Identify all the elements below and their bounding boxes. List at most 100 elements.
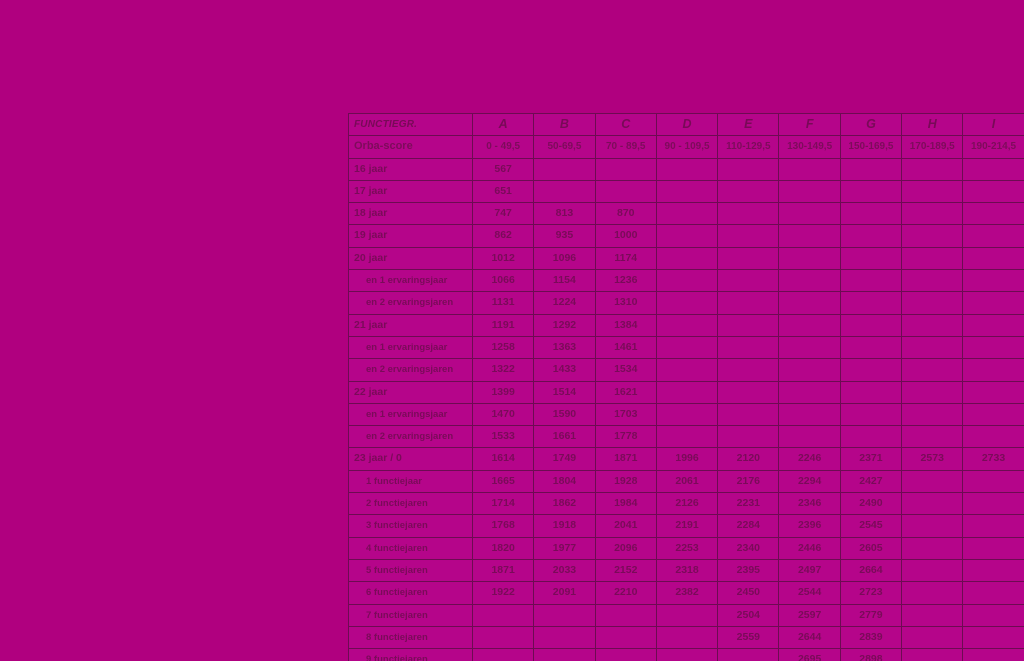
cell-wage: 1363 [533, 335, 596, 360]
cell-empty [655, 157, 719, 181]
cell-empty [839, 157, 903, 181]
orba-score-e: 110-129,5 [717, 135, 780, 159]
cell-wage: 2371 [839, 447, 903, 471]
cell-wage: 2779 [839, 603, 903, 627]
row-label: 3 functiejaren [348, 514, 473, 538]
cell-empty [778, 402, 841, 427]
cell-empty [778, 291, 841, 315]
cell-wage: 2605 [839, 536, 903, 560]
row-label: 9 functiejaren [348, 648, 473, 661]
cell-wage: 1714 [471, 492, 535, 516]
cell-empty [901, 157, 964, 181]
cell-empty [778, 335, 841, 360]
header-grade-b: B [533, 112, 596, 137]
cell-empty [962, 536, 1024, 560]
header-grade-a: A [471, 112, 535, 137]
cell-empty [901, 536, 964, 560]
row-label: en 2 ervaringsjaren [348, 291, 473, 315]
orba-score-g: 150-169,5 [839, 135, 903, 159]
cell-wage: 1384 [594, 313, 657, 337]
cell-empty [962, 380, 1024, 404]
cell-wage: 2231 [717, 492, 780, 516]
cell-empty [717, 202, 780, 226]
cell-empty [839, 224, 903, 248]
cell-empty [839, 335, 903, 360]
table-row: 3 functiejaren 1768 1918 2041 2191 2284 2396 25… [348, 514, 1024, 538]
cell-wage: 747 [471, 202, 535, 226]
row-label: en 2 ervaringsjaren [348, 358, 473, 382]
cell-wage: 2898 [839, 648, 903, 661]
cell-empty [839, 380, 903, 404]
cell-wage: 2033 [533, 558, 596, 583]
table-row: 4 functiejaren 1820 1977 2096 2253 2340 2446 26… [348, 536, 1024, 560]
cell-empty [778, 380, 841, 404]
row-label: en 1 ervaringsjaar [348, 335, 473, 360]
cell-empty [533, 648, 596, 661]
table-row: en 2 ervaringsjaren 1322 1433 1534 [348, 358, 1024, 382]
table-row: 8 functiejaren 2559 2644 2839 [348, 625, 1024, 650]
cell-empty [533, 157, 596, 181]
cell-wage: 2733 [962, 447, 1024, 471]
cell-wage: 1703 [594, 402, 657, 427]
cell-empty [778, 269, 841, 293]
cell-wage: 1665 [471, 469, 535, 494]
cell-empty [901, 425, 964, 449]
cell-wage: 1621 [594, 380, 657, 404]
table-body: 16 jaar 567 17 jaar 651 18 jaar 747 813 870 19 j… [348, 157, 1024, 661]
cell-empty [962, 581, 1024, 605]
cell-empty [717, 313, 780, 337]
orba-score-a: 0 - 49,5 [471, 135, 535, 159]
cell-empty [962, 157, 1024, 181]
cell-empty [962, 402, 1024, 427]
row-label: 19 jaar [348, 224, 473, 248]
cell-wage: 2210 [594, 581, 657, 605]
cell-wage: 2446 [778, 536, 841, 560]
cell-empty [962, 179, 1024, 204]
cell-empty [962, 603, 1024, 627]
cell-empty [901, 202, 964, 226]
row-label: 22 jaar [348, 380, 473, 404]
row-label: 21 jaar [348, 313, 473, 337]
cell-empty [655, 224, 719, 248]
cell-wage: 2395 [717, 558, 780, 583]
cell-wage: 1871 [594, 447, 657, 471]
header-grade-e: E [717, 112, 780, 137]
table-row: 20 jaar 1012 1096 1174 [348, 246, 1024, 271]
row-label: 23 jaar / 0 [348, 447, 473, 471]
cell-empty [901, 402, 964, 427]
cell-wage: 1514 [533, 380, 596, 404]
cell-empty [717, 380, 780, 404]
cell-wage: 2664 [839, 558, 903, 583]
cell-wage: 2597 [778, 603, 841, 627]
header-grade-g: G [839, 112, 903, 137]
table-row: 17 jaar 651 [348, 179, 1024, 204]
cell-empty [962, 224, 1024, 248]
cell-empty [839, 202, 903, 226]
cell-empty [778, 202, 841, 226]
cell-empty [962, 625, 1024, 650]
cell-wage: 2559 [717, 625, 780, 650]
cell-empty [533, 625, 596, 650]
cell-wage: 2294 [778, 469, 841, 494]
cell-empty [962, 202, 1024, 226]
cell-empty [778, 425, 841, 449]
cell-wage: 1534 [594, 358, 657, 382]
cell-empty [655, 625, 719, 650]
cell-wage: 1922 [471, 581, 535, 605]
cell-empty [962, 335, 1024, 360]
cell-empty [717, 246, 780, 271]
cell-wage: 2176 [717, 469, 780, 494]
cell-wage: 1661 [533, 425, 596, 449]
cell-empty [655, 603, 719, 627]
cell-wage: 1096 [533, 246, 596, 271]
cell-empty [533, 603, 596, 627]
cell-wage: 1768 [471, 514, 535, 538]
cell-empty [839, 358, 903, 382]
cell-wage: 1862 [533, 492, 596, 516]
table-row: en 2 ervaringsjaren 1131 1224 1310 [348, 291, 1024, 315]
table-row: 16 jaar 567 [348, 157, 1024, 181]
header-orba-score-label: Orba-score [348, 135, 473, 159]
cell-empty [901, 291, 964, 315]
cell-empty [717, 291, 780, 315]
cell-empty [717, 648, 780, 661]
